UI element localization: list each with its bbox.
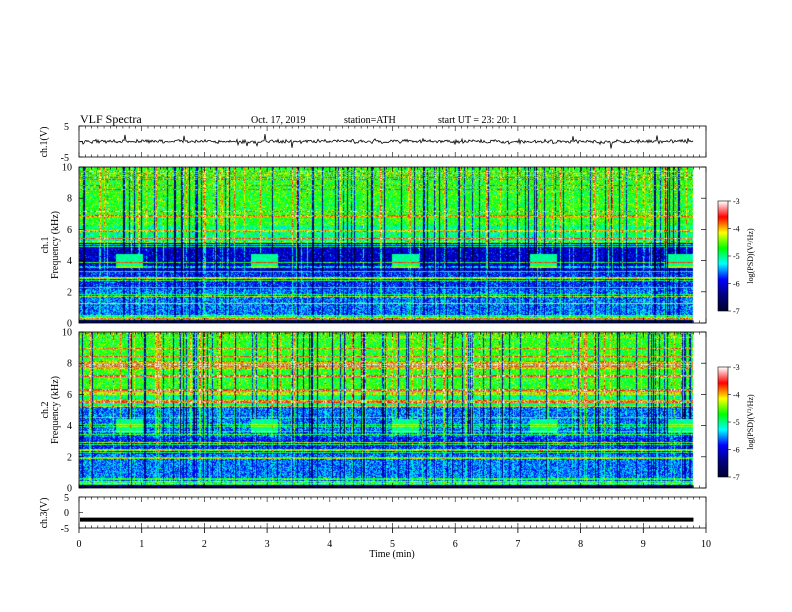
ch1-ytick-top: 5	[64, 122, 69, 133]
ch2-spectrogram-image	[79, 332, 706, 488]
ch3-ytick-middle: 0	[64, 508, 69, 519]
x-tick-label: 8	[578, 539, 583, 550]
freq-tick-label: 10	[62, 328, 72, 339]
x-tick-label: 4	[327, 539, 332, 550]
ch1-ylabel-channel: ch.1	[40, 237, 51, 254]
freq-tick-label: 2	[67, 452, 72, 463]
colorbar-tick-label: -3	[733, 197, 740, 206]
colorbar-tick-label: -6	[733, 280, 740, 289]
ch1-colorbar: -3 -4 -5 -6 -7 log(PSD)(V²/Hz)	[717, 197, 755, 316]
colorbar-tick-label: -3	[733, 363, 740, 372]
ch1-colorbar-label: log(PSD)(V²/Hz)	[746, 228, 755, 284]
figure-title: VLF Spectra	[80, 112, 142, 126]
ch1-spectrogram-image	[79, 167, 706, 323]
ch3-ylabel: ch.3(V)	[39, 498, 50, 529]
ch3-waveform-panel: 5 0 -5 ch.3(V)	[39, 493, 707, 535]
freq-tick-label: 4	[67, 421, 72, 432]
x-tick-label: 6	[453, 539, 458, 550]
freq-tick-label: 6	[67, 390, 72, 401]
ch2-ylabel-channel: ch.2	[40, 402, 51, 419]
freq-tick-label: 2	[67, 287, 72, 298]
x-tick-label: 10	[701, 539, 711, 550]
freq-tick-label: 6	[67, 225, 72, 236]
ch1-ytick-bottom: -5	[61, 153, 69, 164]
x-tick-label: 7	[515, 539, 520, 550]
ch1-waveform-trace	[79, 133, 694, 149]
freq-tick-label: 0	[67, 484, 72, 495]
ch1-ylabel: ch.1(V)	[39, 127, 50, 158]
x-tick-label: 2	[202, 539, 207, 550]
ch2-colorbar-label: log(PSD)(V²/Hz)	[746, 394, 755, 450]
ch3-ytick-top: 5	[64, 493, 69, 504]
x-tick-label: 0	[77, 539, 82, 550]
header-date: Oct. 17, 2019	[251, 115, 305, 126]
header-start-time: start UT = 23: 20: 1	[438, 115, 517, 126]
freq-tick-label: 4	[67, 256, 72, 267]
colorbar-tick-label: -5	[733, 252, 740, 261]
time-axis: 0 1 2 3 4 5 6 7 8 9 10	[77, 126, 711, 550]
ch1-spectrogram-panel: 10 8 6 4 2 0 ch.1 Frequency (kHz)	[40, 163, 707, 330]
ch2-colorbar: -3 -4 -5 -6 -7 log(PSD)(V²/Hz)	[717, 363, 755, 482]
freq-tick-label: 8	[67, 194, 72, 205]
colorbar-tick-label: -7	[733, 307, 740, 316]
ch2-ylabel-frequency: Frequency (kHz)	[50, 376, 61, 444]
header-station: station=ATH	[344, 115, 396, 126]
freq-tick-label: 10	[62, 163, 72, 174]
colorbar-tick-label: -6	[733, 446, 740, 455]
colorbar-tick-label: -5	[733, 418, 740, 427]
freq-tick-label: 0	[67, 319, 72, 330]
colorbar-tick-label: -4	[733, 225, 740, 234]
colorbar-tick-label: -7	[733, 473, 740, 482]
x-tick-label: 3	[265, 539, 270, 550]
ch3-ytick-bottom: -5	[61, 524, 69, 535]
x-tick-label: 1	[139, 539, 144, 550]
colorbar-tick-label: -4	[733, 391, 740, 400]
ch1-waveform-panel: 5 -5 ch.1(V)	[39, 122, 707, 164]
time-axis-label: Time (min)	[369, 549, 414, 560]
ch1-ylabel-frequency: Frequency (kHz)	[50, 211, 61, 279]
x-tick-label: 9	[641, 539, 646, 550]
freq-tick-label: 8	[67, 359, 72, 370]
ch2-spectrogram-panel: 10 8 6 4 2 0 ch.2 Frequency (kHz)	[40, 328, 707, 495]
x-tick-label: 5	[390, 539, 395, 550]
